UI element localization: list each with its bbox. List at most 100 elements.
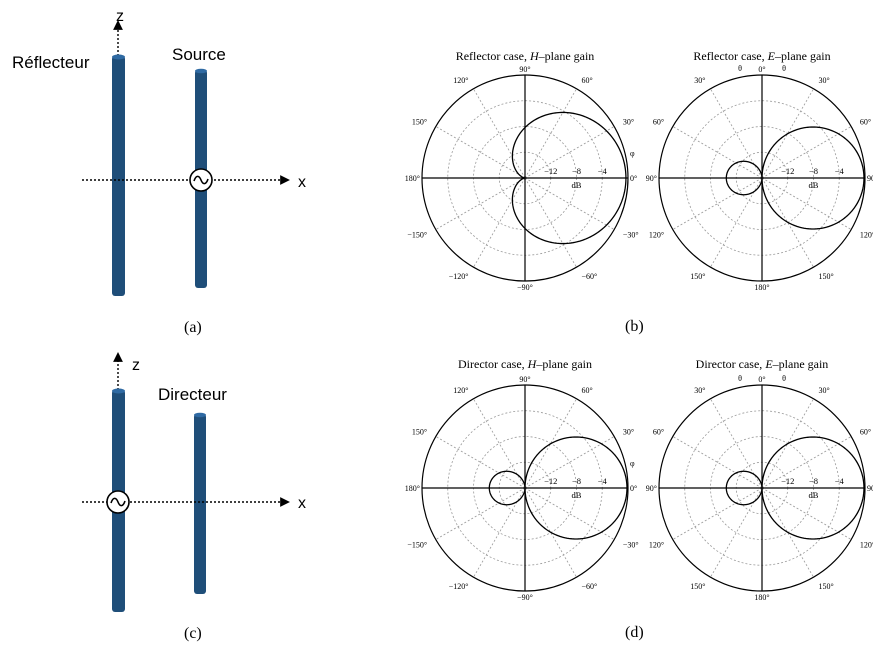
ac-source-icon xyxy=(189,168,213,192)
title-plane: E xyxy=(767,49,776,63)
radial-tick-label: −4 xyxy=(835,476,845,486)
gain-pattern-curve xyxy=(488,436,628,540)
angle-tick-label: 30° xyxy=(819,386,830,395)
grid-spoke xyxy=(524,436,615,489)
angle-tick-label: 60° xyxy=(860,428,871,437)
director-rod xyxy=(194,414,206,594)
angle-tick-label: −90° xyxy=(517,283,533,292)
grid-spoke xyxy=(761,177,852,230)
angle-tick-label: −60° xyxy=(582,272,598,281)
grid-spoke xyxy=(473,88,526,179)
radial-unit-label: dB xyxy=(572,180,582,190)
grid-spoke xyxy=(672,436,763,489)
angle-tick-label: 90° xyxy=(519,65,530,74)
polar-title: Director case, H–plane gain xyxy=(458,357,592,371)
panel-label-b: (b) xyxy=(625,318,644,335)
angle-tick-label: 0° xyxy=(758,65,765,74)
grid-spoke xyxy=(710,88,763,179)
angle-tick-label: −90° xyxy=(517,593,533,602)
grid-spoke xyxy=(524,88,577,179)
panel-label-d: (d) xyxy=(625,624,644,641)
radial-tick-label: −4 xyxy=(598,476,608,486)
grid-spoke xyxy=(761,88,814,179)
angle-tick-label: −150° xyxy=(407,231,427,240)
title-prefix: Reflector case, xyxy=(456,49,530,63)
angle-tick-label: 120° xyxy=(860,541,873,550)
angle-tick-label: 120° xyxy=(453,386,468,395)
director-rod-top xyxy=(194,412,206,418)
angle-tick-label: 60° xyxy=(582,76,593,85)
grid-spoke xyxy=(761,398,814,489)
angle-tick-label: 180° xyxy=(405,484,420,493)
grid-spoke xyxy=(524,177,615,230)
grid-spoke xyxy=(473,177,526,268)
polar-plot-reflector-e-plane: Reflector case, E–plane gain 0° 30° 60° 90° 1… xyxy=(646,49,873,292)
grid-spoke xyxy=(435,177,526,230)
polar-plot-director-h-plane: Director case, H–plane gain 90° 60° 30° 0° −3… xyxy=(405,357,639,602)
angle-tick-label: −30° xyxy=(623,231,639,240)
angle-symbol: φ xyxy=(630,149,635,158)
radial-tick-label: −8 xyxy=(809,166,818,176)
title-plane: E xyxy=(764,357,773,371)
radial-tick-label: −12 xyxy=(544,166,557,176)
grid-spoke xyxy=(672,126,763,179)
angle-tick-label: 150° xyxy=(412,428,427,437)
angle-tick-label: 180° xyxy=(754,593,769,602)
title-prefix: Director case, xyxy=(696,357,766,371)
radial-tick-label: −12 xyxy=(781,476,794,486)
angle-symbol: θ xyxy=(738,64,742,73)
angle-tick-label: 0° xyxy=(630,174,637,183)
angle-tick-label: −150° xyxy=(407,541,427,550)
panel-label-c: (c) xyxy=(184,625,202,642)
angle-tick-label: 60° xyxy=(653,428,664,437)
reflector-rod xyxy=(112,56,125,296)
angle-tick-label: 60° xyxy=(860,118,871,127)
outer-circle xyxy=(421,384,629,592)
angle-tick-label: 90° xyxy=(646,484,657,493)
title-prefix: Reflector case, xyxy=(693,49,767,63)
radial-unit-label: dB xyxy=(809,180,819,190)
radial-tick-label: −12 xyxy=(544,476,557,486)
reflector-rod-top xyxy=(112,54,125,60)
angle-tick-label: 90° xyxy=(519,375,530,384)
grid-spoke xyxy=(710,487,763,578)
x-axis-label: x xyxy=(298,495,306,512)
outer-circle xyxy=(658,384,866,592)
polar-plot-reflector-h-plane: Reflector case, H–plane gain 90° 60° 30° 0° −… xyxy=(405,49,639,292)
radial-tick-label: −8 xyxy=(572,476,581,486)
outer-circle xyxy=(421,74,629,282)
z-axis-label: z xyxy=(116,8,124,25)
grid-spoke xyxy=(672,177,763,230)
angle-tick-label: 30° xyxy=(623,118,634,127)
polar-title: Reflector case, H–plane gain xyxy=(456,49,595,63)
grid-spoke xyxy=(524,177,577,268)
polar-title: Reflector case, E–plane gain xyxy=(693,49,830,63)
grid-spoke xyxy=(473,487,526,578)
grid-spoke xyxy=(435,487,526,540)
title-suffix: –plane gain xyxy=(772,357,829,371)
angle-tick-label: 150° xyxy=(690,582,705,591)
angle-tick-label: 120° xyxy=(649,231,664,240)
z-axis-label: z xyxy=(132,357,140,374)
angle-tick-label: 180° xyxy=(754,283,769,292)
angle-tick-label: 150° xyxy=(690,272,705,281)
x-axis-label: x xyxy=(298,174,306,191)
angle-tick-label: 180° xyxy=(405,174,420,183)
radial-unit-label: dB xyxy=(809,490,819,500)
angle-tick-label: −60° xyxy=(582,582,598,591)
angle-symbol: θ xyxy=(738,374,742,383)
grid-spoke xyxy=(473,398,526,489)
radial-tick-label: −4 xyxy=(835,166,845,176)
gain-pattern-curve xyxy=(511,111,627,245)
title-suffix: –plane gain xyxy=(538,49,595,63)
grid-spoke xyxy=(761,487,814,578)
angle-tick-label: −120° xyxy=(449,582,469,591)
grid-spoke xyxy=(710,398,763,489)
polar-title: Director case, E–plane gain xyxy=(696,357,829,371)
grid-spoke xyxy=(761,126,852,179)
angle-tick-label: 150° xyxy=(819,272,834,281)
angle-tick-label: 150° xyxy=(819,582,834,591)
grid-spoke xyxy=(524,398,577,489)
director-label: Directeur xyxy=(158,385,227,404)
